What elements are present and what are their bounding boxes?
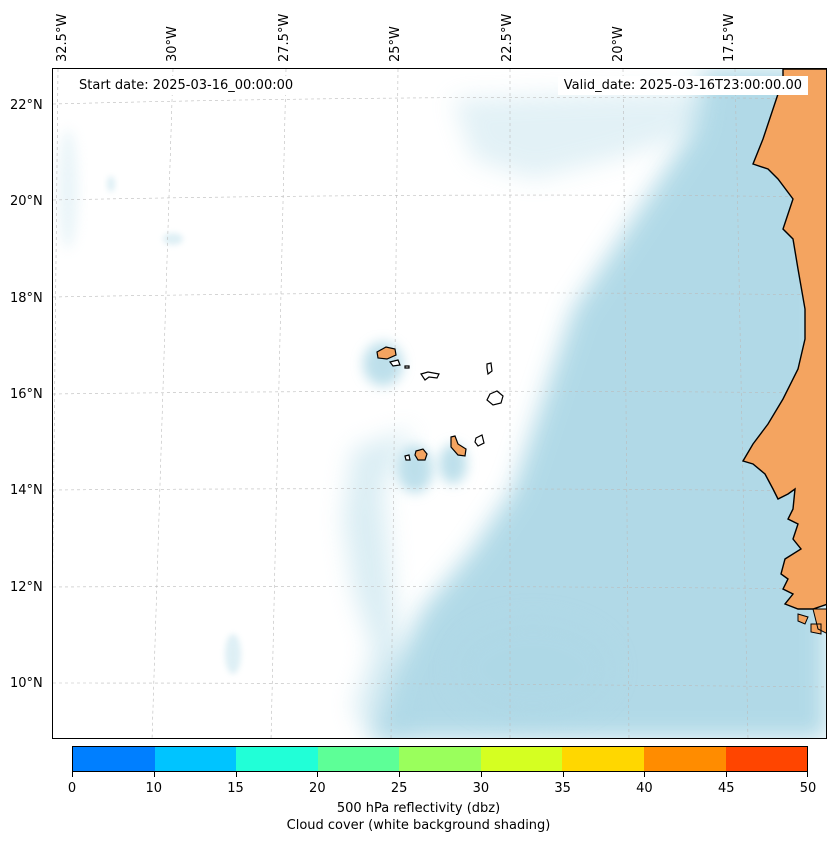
colorbar-segment [480, 747, 563, 771]
island-santo-antao [376, 346, 397, 360]
colorbar-tick-label: 0 [67, 781, 77, 796]
cloud-cover [58, 69, 826, 738]
island-boa-vista [486, 390, 504, 406]
colorbar-tick-label: 20 [309, 781, 326, 796]
cloud-patch-far-w [58, 129, 78, 249]
colorbar-segment [643, 747, 726, 771]
colorbar-segment [562, 747, 644, 771]
cape-verde-islands [376, 346, 504, 461]
colorbar-tick-label: 30 [472, 781, 490, 796]
lat-label: 20°N [10, 194, 43, 209]
colorbar-tick-label: 35 [554, 781, 571, 796]
cloud-patch-south [453, 619, 613, 719]
colorbar-tick [726, 772, 727, 777]
colorbar-segment [725, 747, 808, 771]
colorbar-tick-label: 15 [227, 781, 244, 796]
colorbar-tick [154, 772, 155, 777]
island-sal [486, 362, 493, 376]
lon-label: 22.5°W [500, 13, 515, 62]
cloud-patch-islands-2 [397, 445, 433, 493]
colorbar [72, 746, 808, 772]
colorbar-tick [317, 772, 318, 777]
island-maio [474, 434, 485, 447]
lon-label: 20°W [611, 26, 626, 62]
lat-label: 10°N [10, 676, 43, 691]
island-sao-vicente [388, 359, 401, 367]
colorbar-tick [481, 772, 482, 777]
lat-label: 22°N [10, 98, 43, 113]
lat-label: 16°N [10, 387, 43, 402]
colorbar-tick-label: 25 [390, 781, 408, 796]
colorbar-tick-label: 50 [799, 781, 817, 796]
lon-label: 25°W [388, 26, 403, 62]
colorbar-segment [317, 747, 400, 771]
colorbar-segment [154, 747, 237, 771]
colorbar-tick [807, 772, 808, 777]
colorbar-tick [72, 772, 73, 777]
lon-label: 30°W [165, 26, 180, 62]
cloud-band-north [453, 89, 713, 179]
lon-label: 27.5°W [277, 13, 292, 62]
cloud-band-west [343, 429, 413, 738]
colorbar-tick [236, 772, 237, 777]
island-fogo [414, 448, 428, 461]
colorbar-segment [399, 747, 481, 771]
colorbar-segment [73, 747, 155, 771]
lon-label: 32.5°W [55, 13, 70, 62]
island-santiago [450, 435, 467, 457]
colorbar-segment [236, 747, 318, 771]
lat-label: 18°N [10, 291, 43, 306]
valid-date-label: Valid_date: 2025-03-16T23:00:00.00 [557, 76, 808, 95]
colorbar-label-reflectivity: 500 hPa reflectivity (dbz) [336, 801, 501, 816]
colorbar-tick-label: 40 [636, 781, 653, 796]
lat-label: 14°N [10, 483, 43, 498]
island-brava [404, 454, 411, 461]
cloud-mass-main [373, 69, 826, 738]
cloud-patch-nw [107, 176, 115, 192]
guinea-bissau-islands [797, 608, 826, 635]
graticule [53, 69, 826, 738]
lon-label: 17.5°W [722, 13, 737, 62]
island-sao-nicolau [420, 371, 440, 381]
colorbar-tick [399, 772, 400, 777]
colorbar-tick [644, 772, 645, 777]
start-date-label: Start date: 2025-03-16_00:00:00 [73, 76, 300, 95]
cloud-patch-w [163, 233, 183, 245]
colorbar-tick-label: 10 [145, 781, 163, 796]
colorbar-tick-label: 45 [717, 781, 735, 796]
africa-coastline [741, 69, 826, 610]
map-panel [52, 68, 827, 739]
colorbar-label-cloud-cover: Cloud cover (white background shading) [286, 818, 551, 833]
island-santa-luzia [404, 365, 410, 369]
colorbar-tick [563, 772, 564, 777]
map-canvas [53, 69, 826, 738]
cloud-patch-sw [225, 634, 241, 674]
lat-label: 12°N [10, 580, 43, 595]
